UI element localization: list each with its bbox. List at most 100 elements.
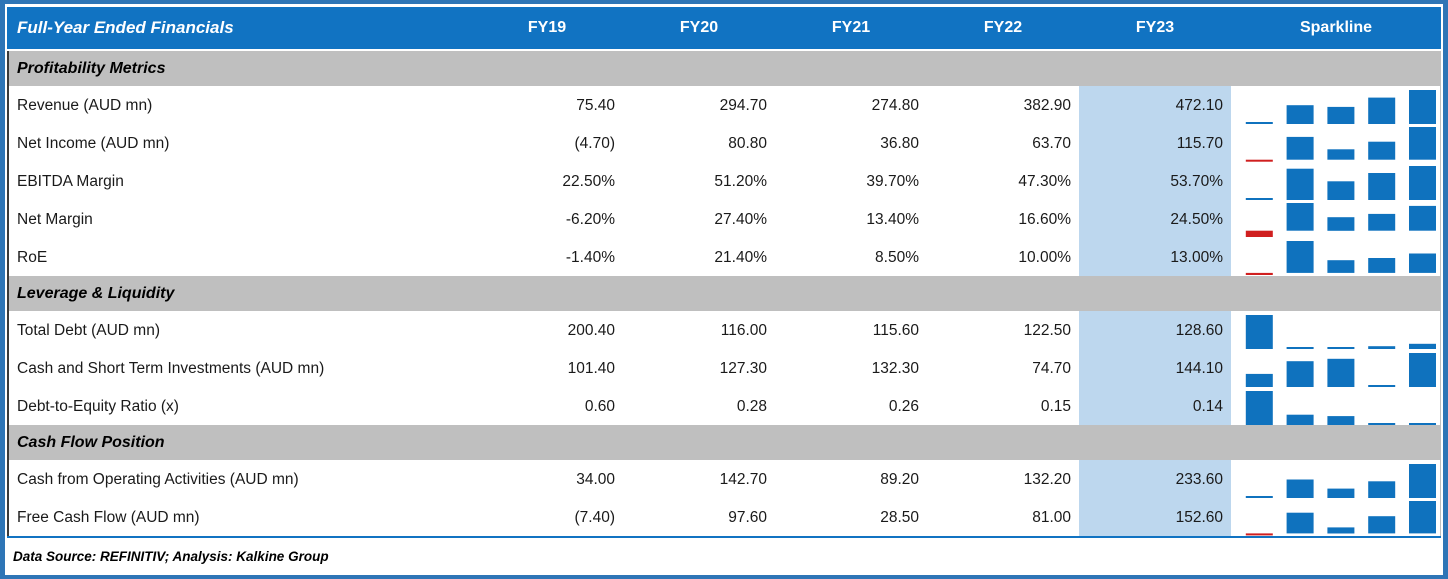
sparkline-bar: [1409, 343, 1436, 349]
metric-value-fy21: 13.40%: [866, 211, 919, 228]
metric-value-fy19: 101.40: [567, 360, 615, 377]
sparkline-bar: [1286, 241, 1314, 273]
sparkline-cell: [1231, 460, 1440, 500]
sparkline-cell: [1231, 311, 1440, 351]
sparkline-bar: [1327, 488, 1355, 498]
sparkline-cell: [1231, 86, 1440, 126]
column-header-fy21: FY21: [831, 19, 871, 36]
sparkline-bar: [1409, 464, 1436, 498]
sparkline-bar: [1327, 106, 1355, 124]
metric-value-fy22: 382.90: [1023, 97, 1071, 114]
sparkline-bar: [1368, 213, 1396, 231]
metric-label: Revenue (AUD mn): [17, 97, 153, 114]
sparkline-bar: [1327, 260, 1355, 273]
metric-value-fy23: 0.14: [1079, 387, 1231, 427]
table-header-row: Full-Year Ended Financials FY19 FY20 FY21 F…: [7, 7, 1441, 49]
metric-value-fy23: 152.60: [1079, 498, 1231, 538]
metric-value-fy23: 144.10: [1079, 349, 1231, 389]
sparkline-chart: [1245, 90, 1436, 124]
sparkline-bar-negative: [1245, 533, 1273, 536]
metric-value-fy20: 0.28: [736, 398, 767, 415]
metric-row: Free Cash Flow (AUD mn) (7.40) 97.60 28.50 8…: [9, 498, 1440, 538]
sparkline-bar: [1245, 122, 1273, 124]
metric-value-fy22: 81.00: [1032, 509, 1071, 526]
metric-value-fy22: 0.15: [1040, 398, 1071, 415]
sparkline-chart: [1245, 203, 1436, 237]
sparkline-bar: [1409, 127, 1436, 160]
metric-value-fy21: 274.80: [871, 97, 919, 114]
metric-row: Revenue (AUD mn) 75.40 294.70 274.80 382.90 4…: [9, 86, 1440, 126]
section-header: Profitability Metrics: [9, 51, 1440, 86]
section-header: Cash Flow Position: [9, 425, 1440, 460]
metric-value-fy22: 122.50: [1023, 322, 1071, 339]
metric-value-fy22: 10.00%: [1018, 249, 1071, 266]
metric-value-fy19: (7.40): [574, 509, 616, 526]
sparkline-cell: [1231, 124, 1440, 164]
metric-label: Free Cash Flow (AUD mn): [17, 509, 200, 526]
metric-value-fy20: 21.40%: [714, 249, 767, 266]
metric-row: Total Debt (AUD mn) 200.40 116.00 115.60 122…: [9, 311, 1440, 351]
metric-row: RoE -1.40% 21.40% 8.50% 10.00% 13.00%: [9, 238, 1440, 278]
sparkline-bar: [1409, 353, 1436, 387]
metric-label: Cash from Operating Activities (AUD mn): [17, 471, 299, 488]
sparkline-bar: [1245, 496, 1273, 498]
metric-value-fy23: 115.70: [1079, 124, 1231, 164]
metric-value-fy23: 472.10: [1079, 86, 1231, 126]
sparkline-cell: [1231, 162, 1440, 202]
metric-value-fy19: -1.40%: [565, 249, 615, 266]
sparkline-bar: [1327, 358, 1355, 387]
metric-label: EBITDA Margin: [17, 173, 124, 190]
metric-row: Debt-to-Equity Ratio (x) 0.60 0.28 0.26 0.15…: [9, 387, 1440, 427]
metric-value-fy19: 200.40: [567, 322, 615, 339]
metric-label: Net Margin: [17, 211, 93, 228]
sparkline-bar: [1327, 217, 1355, 231]
column-header-fy19: FY19: [527, 19, 567, 36]
sparkline-chart: [1245, 464, 1436, 498]
metric-value-fy21: 0.26: [888, 398, 919, 415]
column-header-sparkline: Sparkline: [1299, 19, 1373, 36]
sparkline-bar: [1368, 423, 1396, 425]
metric-value-fy19: 34.00: [576, 471, 615, 488]
metric-value-fy21: 8.50%: [875, 249, 919, 266]
sparkline-bar: [1245, 373, 1273, 387]
metric-value-fy23: 24.50%: [1079, 200, 1231, 240]
metric-value-fy22: 63.70: [1032, 135, 1071, 152]
data-source-note: Data Source: REFINITIV; Analysis: Kalkin…: [13, 549, 329, 564]
column-header-fy22: FY22: [983, 19, 1023, 36]
metric-label: RoE: [17, 249, 48, 266]
metric-label: Total Debt (AUD mn): [17, 322, 160, 339]
column-header-fy23: FY23: [1135, 19, 1175, 36]
sparkline-chart: [1245, 127, 1436, 162]
sparkline-cell: [1231, 387, 1440, 427]
sparkline-bar: [1368, 481, 1396, 498]
sparkline-chart: [1245, 315, 1436, 349]
metric-value-fy23: 128.60: [1079, 311, 1231, 351]
metric-value-fy21: 39.70%: [866, 173, 919, 190]
sparkline-bar: [1286, 512, 1314, 534]
table-body: Profitability Metrics Revenue (AUD mn) 75.…: [7, 51, 1441, 538]
sparkline-bar: [1286, 105, 1314, 124]
sparkline-chart: [1245, 353, 1436, 387]
metric-value-fy20: 80.80: [728, 135, 767, 152]
metric-value-fy20: 142.70: [719, 471, 767, 488]
column-header-fy20: FY20: [679, 19, 719, 36]
sparkline-bar: [1245, 198, 1273, 200]
sparkline-bar: [1286, 203, 1314, 231]
table-title: Full-Year Ended Financials: [17, 18, 234, 37]
sparkline-bar: [1286, 361, 1314, 387]
metric-value-fy23: 233.60: [1079, 460, 1231, 500]
sparkline-bar-negative: [1245, 159, 1273, 162]
metric-value-fy22: 47.30%: [1018, 173, 1071, 190]
metric-value-fy20: 27.40%: [714, 211, 767, 228]
sparkline-bar-negative: [1245, 272, 1273, 275]
metric-value-fy20: 51.20%: [714, 173, 767, 190]
sparkline-bar: [1368, 346, 1396, 349]
sparkline-cell: [1231, 498, 1440, 538]
sparkline-chart: [1245, 501, 1436, 536]
metric-value-fy19: -6.20%: [565, 211, 615, 228]
sparkline-bar-negative: [1245, 230, 1273, 237]
sparkline-bar: [1286, 136, 1314, 160]
metric-value-fy23: 53.70%: [1079, 162, 1231, 202]
sparkline-bar: [1286, 168, 1314, 200]
